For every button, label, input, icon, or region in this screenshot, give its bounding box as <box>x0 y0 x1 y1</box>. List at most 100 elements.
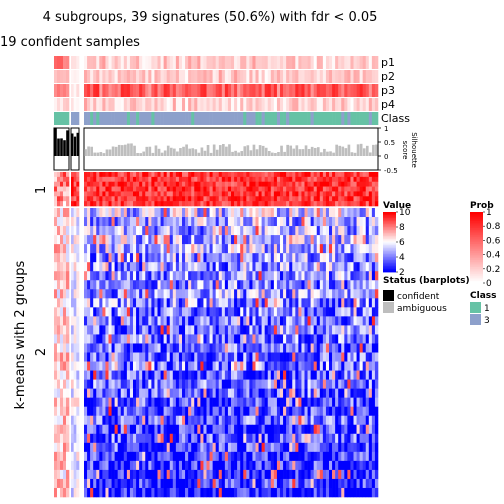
prob-cell <box>249 56 253 69</box>
heatmap-cell <box>304 289 308 299</box>
heatmap-cell <box>307 487 311 498</box>
heatmap-cell <box>163 196 167 202</box>
heatmap-cell <box>218 235 223 245</box>
heatmap-row-group2 <box>54 334 379 344</box>
heatmap-cell <box>286 469 290 480</box>
class-cell <box>249 112 253 125</box>
heatmap-cell <box>353 271 357 281</box>
heatmap-cell <box>120 307 125 317</box>
heatmap-cell <box>73 191 77 197</box>
heatmap-cell <box>221 208 226 218</box>
heatmap-cell <box>329 361 333 371</box>
heatmap-cell <box>209 334 213 344</box>
heatmap-cell <box>182 478 186 489</box>
prob-cell <box>295 84 299 97</box>
heatmap-cell <box>60 352 64 362</box>
heatmap-cell <box>371 487 376 498</box>
heatmap-cell <box>313 388 318 398</box>
heatmap-cell <box>148 217 152 227</box>
heatmap-cell <box>310 289 314 299</box>
heatmap-cell <box>120 235 125 245</box>
heatmap-cell <box>66 181 70 187</box>
class-cell <box>316 112 321 125</box>
heatmap-cell <box>258 262 262 272</box>
heatmap-cell <box>258 451 262 462</box>
heatmap-cell <box>243 262 247 272</box>
heatmap-cell <box>227 451 232 462</box>
heatmap-cell <box>108 176 112 183</box>
heatmap-cell <box>203 307 207 317</box>
heatmap-cell <box>209 172 213 178</box>
heatmap-cell <box>264 433 269 444</box>
class-cell <box>197 112 201 125</box>
heatmap-cell <box>163 442 167 453</box>
heatmap-cell <box>169 253 174 263</box>
prob-cell <box>237 70 241 83</box>
heatmap-cell <box>292 433 296 444</box>
heatmap-cell <box>102 415 106 426</box>
heatmap-cell <box>114 325 118 335</box>
heatmap-cell <box>231 186 235 192</box>
heatmap-cell <box>280 181 284 187</box>
heatmap-cell <box>316 253 321 263</box>
heatmap-cell <box>99 361 103 371</box>
heatmap-cell <box>374 343 379 353</box>
heatmap-cell <box>218 361 223 371</box>
legend-value <box>383 211 398 273</box>
heatmap-cell <box>160 343 164 353</box>
heatmap-cell <box>136 244 140 254</box>
heatmap-cell <box>66 176 70 183</box>
heatmap-cell <box>344 388 348 398</box>
legend-value-gradient-step <box>383 239 396 241</box>
heatmap-cell <box>160 298 164 308</box>
heatmap-cell <box>63 176 67 183</box>
heatmap-cell <box>96 370 100 380</box>
heatmap-cell <box>356 235 360 245</box>
heatmap-cell <box>344 289 348 299</box>
silhouette-bar <box>310 146 314 156</box>
heatmap-cell <box>178 469 183 480</box>
heatmap-cell <box>322 397 327 407</box>
heatmap-cell <box>276 406 281 417</box>
heatmap-cell <box>353 478 357 489</box>
heatmap-cell <box>325 361 330 371</box>
heatmap-cell <box>54 334 58 344</box>
silhouette-bar <box>215 149 219 156</box>
heatmap-cell <box>139 478 143 489</box>
heatmap-cell <box>209 325 213 335</box>
prob-cell <box>307 98 311 111</box>
heatmap-cell <box>114 487 118 498</box>
legend-status-swatch <box>383 290 394 301</box>
legend-prob-tick-label: 0 <box>486 279 492 289</box>
heatmap-cell <box>368 298 373 308</box>
heatmap-cell <box>362 262 367 272</box>
heatmap-cell <box>289 325 293 335</box>
heatmap-cell <box>243 352 247 362</box>
heatmap-cell <box>249 469 253 480</box>
heatmap-cell <box>344 406 348 417</box>
heatmap-cell <box>295 352 299 362</box>
heatmap-cell <box>111 226 115 236</box>
heatmap-cell <box>185 253 189 263</box>
heatmap-cell <box>218 217 223 227</box>
heatmap-cell <box>347 325 351 335</box>
heatmap-cell <box>133 370 137 380</box>
heatmap-cell <box>160 208 164 218</box>
heatmap-cell <box>151 343 155 353</box>
heatmap-cell <box>108 280 112 290</box>
heatmap-cell <box>289 361 293 371</box>
heatmap-cell <box>185 262 189 272</box>
heatmap-cell <box>237 451 241 462</box>
heatmap-cell <box>338 271 342 281</box>
heatmap-cell <box>105 172 109 178</box>
heatmap-cell <box>301 176 305 183</box>
heatmap-cell <box>139 176 143 183</box>
heatmap-cell <box>169 244 174 254</box>
heatmap-cell <box>145 201 149 207</box>
heatmap-cell <box>353 379 357 389</box>
prob-cell <box>120 84 125 97</box>
heatmap-cell <box>178 186 183 192</box>
heatmap-cell <box>359 415 363 426</box>
heatmap-cell <box>57 334 61 344</box>
heatmap-cell <box>270 460 275 471</box>
